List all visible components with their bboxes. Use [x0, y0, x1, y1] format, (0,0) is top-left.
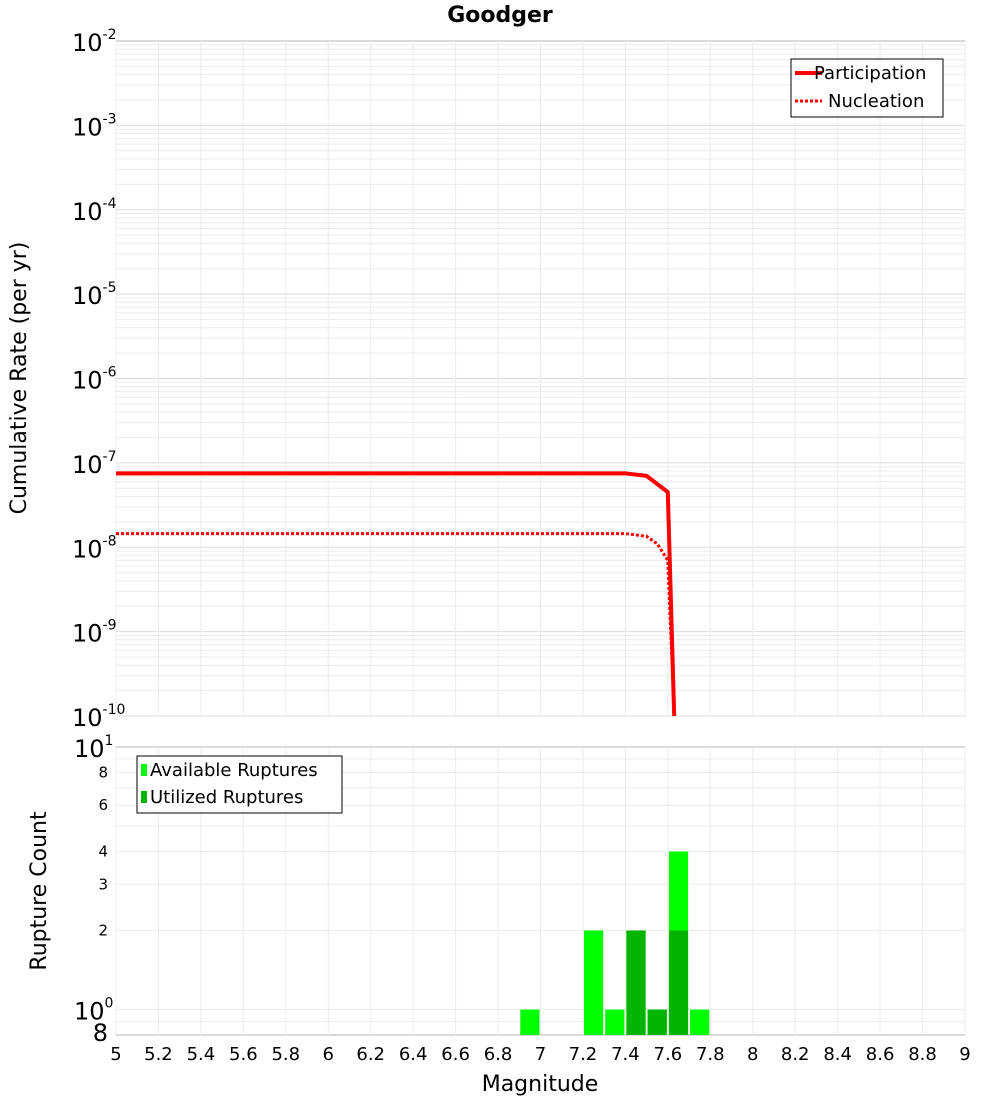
bar-available-ruptures — [605, 1009, 625, 1035]
rate-y-tick-label: 10-9 — [72, 618, 117, 648]
rate-y-tick-label: 10-6 — [72, 365, 117, 395]
count-x-tick-label: 7.4 — [611, 1044, 640, 1065]
count-x-tick-label: 7.8 — [696, 1044, 725, 1065]
bar-utilized-ruptures — [647, 1009, 667, 1035]
count-bars — [520, 851, 710, 1035]
count-x-tick-label: 5.6 — [229, 1044, 258, 1065]
legend-label-utilized-ruptures: Utilized Ruptures — [150, 787, 303, 808]
rate-legend: Participation Nucleation — [790, 58, 944, 118]
count-legend-box — [136, 755, 343, 814]
count-y-axis-title: Rupture Count — [27, 811, 52, 971]
count-x-tick-label: 8.8 — [908, 1044, 937, 1065]
count-x-tick-label: 5 — [110, 1044, 121, 1065]
count-x-tick-label: 8 — [747, 1044, 758, 1065]
rate-y-tick-label: 10-10 — [72, 702, 125, 732]
rate-y-tick-label: 10-3 — [72, 111, 117, 141]
count-y-tick-label: 101 — [74, 733, 113, 763]
count-legend: Available Ruptures Utilized Ruptures — [136, 755, 343, 814]
chart-title: Goodger — [447, 3, 553, 28]
bar-utilized-ruptures — [626, 930, 646, 1035]
count-x-tick-label: 6.6 — [441, 1044, 470, 1065]
count-y-tick-label: 2 — [98, 922, 108, 940]
count-x-tick-label: 6 — [323, 1044, 334, 1065]
count-y-tick-label: 4 — [98, 842, 108, 860]
rate-y-axis-title: Cumulative Rate (per yr) — [7, 242, 32, 515]
legend-label-nucleation: Nucleation — [828, 91, 924, 112]
count-gridlines — [115, 747, 966, 1035]
count-x-tick-label: 5.2 — [144, 1044, 173, 1065]
count-x-tick-label: 7 — [535, 1044, 546, 1065]
series-nucleation-line — [116, 532, 676, 717]
rate-y-tick-label: 10-8 — [72, 533, 117, 563]
count-x-tick-label: 8.6 — [866, 1044, 895, 1065]
count-x-tick-label: 9 — [959, 1044, 970, 1065]
legend-swatch-utilized-ruptures — [141, 791, 147, 803]
count-x-tick-label: 5.8 — [271, 1044, 300, 1065]
series-participation-line — [116, 471, 677, 717]
count-x-tick-label: 7.6 — [654, 1044, 683, 1065]
count-x-ticks: 5 5.2 5.4 5.6 5.8 6 6.2 6.4 6.6 6.8 7 7.2 7.4 7.6 7.8 8… — [110, 1044, 970, 1065]
bar-available-ruptures — [520, 1009, 540, 1035]
count-x-tick-label: 5.4 — [187, 1044, 216, 1065]
bar-available-ruptures — [584, 930, 604, 1035]
rate-y-tick-label: 10-4 — [72, 196, 117, 226]
count-y-tick-label: 8 — [98, 763, 108, 781]
rate-series — [116, 471, 677, 717]
count-y-tick-label: 8 — [93, 1019, 108, 1047]
count-x-tick-label: 6.8 — [484, 1044, 513, 1065]
x-axis-title: Magnitude — [482, 1072, 599, 1097]
count-x-tick-label: 7.2 — [569, 1044, 598, 1065]
count-x-tick-label: 6.4 — [399, 1044, 428, 1065]
count-y-tick-label: 3 — [98, 875, 108, 893]
rate-y-tick-label: 10-7 — [72, 449, 117, 479]
count-x-tick-label: 8.2 — [781, 1044, 810, 1065]
count-y-tick-label: 100 — [74, 996, 113, 1026]
legend-swatch-available-ruptures — [141, 764, 147, 776]
legend-label-available-ruptures: Available Ruptures — [150, 760, 318, 781]
rate-y-tick-label: 10-2 — [72, 27, 117, 57]
count-y-tick-label: 6 — [98, 796, 108, 814]
bar-available-ruptures — [690, 1009, 710, 1035]
rate-gridlines — [115, 41, 966, 717]
count-x-tick-label: 6.2 — [356, 1044, 385, 1065]
rate-legend-box — [790, 58, 944, 118]
rate-y-ticks: 10-10 10-9 10-8 10-7 10-6 10-5 10-4 10-3 10-2 — [72, 27, 125, 732]
count-x-tick-label: 8.4 — [823, 1044, 852, 1065]
bar-utilized-ruptures — [668, 930, 689, 1035]
legend-label-participation: Participation — [814, 63, 926, 84]
rate-y-tick-label: 10-5 — [72, 280, 117, 310]
rate-panel: 10-10 10-9 10-8 10-7 10-6 10-5 10-4 10-3 10-2 Cu… — [7, 27, 966, 732]
